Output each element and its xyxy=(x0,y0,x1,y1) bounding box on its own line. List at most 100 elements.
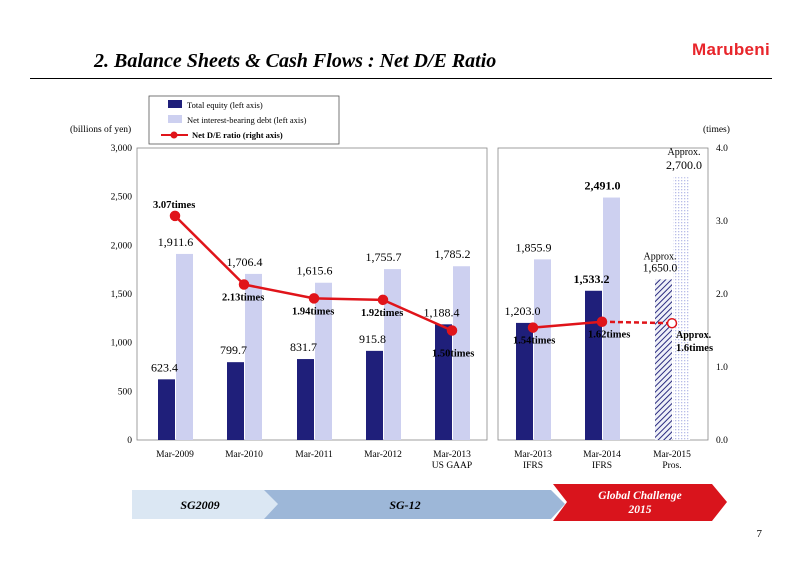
title-underline xyxy=(30,78,772,79)
right-tick-label: 3.0 xyxy=(716,217,728,227)
ratio-line-segment xyxy=(601,320,673,325)
page-title: 2. Balance Sheets & Cash Flows : Net D/E… xyxy=(94,50,497,72)
legend-swatch-ratio-marker xyxy=(170,131,178,139)
debt-bar xyxy=(673,177,690,440)
ratio-data-label: 1.50times xyxy=(432,349,474,360)
left-tick-label: 1,500 xyxy=(111,290,133,300)
debt-bar xyxy=(603,197,620,440)
right-tick-label: 2.0 xyxy=(716,290,728,300)
legend-label-ratio: Net D/E ratio (right axis) xyxy=(192,130,283,140)
category-label: Mar-2014 xyxy=(583,450,621,460)
left-tick-label: 2,500 xyxy=(111,193,133,203)
page-number: 7 xyxy=(756,528,763,540)
approx-label: Approx. xyxy=(643,251,676,262)
ratio-data-label: 1.54times xyxy=(513,336,555,347)
equity-bar xyxy=(366,350,383,440)
equity-bar xyxy=(227,362,244,440)
equity-data-label: 1,533.2 xyxy=(574,272,610,286)
ratio-data-label: 3.07times xyxy=(153,200,195,211)
ratio-line-segment xyxy=(313,297,384,302)
approx-label: Approx. xyxy=(667,147,700,158)
ratio-point xyxy=(446,325,458,336)
banner-label-global-challenge: Global Challenge 2015 xyxy=(598,490,681,516)
equity-data-label: 1,188.4 xyxy=(424,305,460,319)
banner-segment-sg2009 xyxy=(132,490,282,519)
equity-bar xyxy=(297,359,314,440)
left-tick-label: 3,000 xyxy=(111,144,133,154)
debt-bar xyxy=(245,273,262,440)
left-tick-label: 2,000 xyxy=(111,241,133,251)
debt-data-label: 2,700.0 xyxy=(666,158,702,172)
debt-data-label: 1,615.6 xyxy=(297,264,333,278)
category-label: IFRS xyxy=(523,461,543,471)
category-label: Mar-2009 xyxy=(156,450,194,460)
banner-label-sg12: SG-12 xyxy=(389,498,420,512)
ratio-data-label: 1.62times xyxy=(588,330,630,341)
equity-bar xyxy=(655,279,672,440)
right-tick-label: 4.0 xyxy=(716,144,728,154)
approx-label: Approx. xyxy=(676,330,712,341)
company-logo: Marubeni xyxy=(692,40,770,59)
category-label: Mar-2013 xyxy=(514,450,552,460)
debt-data-label: 1,785.2 xyxy=(435,247,471,261)
debt-data-label: 1,855.9 xyxy=(516,240,552,254)
right-tick-label: 1.0 xyxy=(716,363,728,373)
category-label: Mar-2012 xyxy=(364,450,402,460)
debt-bar xyxy=(453,266,470,440)
equity-data-label: 1,203.0 xyxy=(505,304,541,318)
equity-bar xyxy=(158,379,175,440)
ratio-point xyxy=(666,317,678,329)
category-label: Mar-2010 xyxy=(225,450,263,460)
ratio-line-segment xyxy=(532,320,603,329)
debt-bar xyxy=(534,259,551,440)
category-label: Mar-2015 xyxy=(653,450,691,460)
category-label: US GAAP xyxy=(432,461,472,471)
category-label: IFRS xyxy=(592,461,612,471)
equity-bar xyxy=(585,290,602,440)
category-label: Mar-2011 xyxy=(295,450,333,460)
legend-label-debt: Net interest-bearing debt (left axis) xyxy=(187,115,307,125)
ratio-line-segment xyxy=(382,298,453,332)
ratio-point xyxy=(308,293,320,304)
equity-data-label: 623.4 xyxy=(151,360,178,374)
debt-data-label: 1,706.4 xyxy=(227,255,263,269)
ratio-data-label: 1.92times xyxy=(361,308,403,319)
ratio-point xyxy=(238,279,250,290)
debt-data-label: 1,755.7 xyxy=(366,250,402,264)
legend-label-equity: Total equity (left axis) xyxy=(187,100,263,110)
ratio-data-label: 1.94times xyxy=(292,306,334,317)
equity-data-label: 799.7 xyxy=(220,343,247,357)
debt-bar xyxy=(384,269,401,440)
category-label: Pros. xyxy=(662,461,681,471)
equity-bar xyxy=(435,324,452,440)
strategy-banner: SG2009 SG-12 Global Challenge 2015 xyxy=(132,484,727,521)
legend-swatch-debt xyxy=(168,115,182,123)
left-axis-unit: (billions of yen) xyxy=(70,124,131,135)
right-axis-unit: (times) xyxy=(703,124,730,135)
ratio-line-segment xyxy=(174,215,245,286)
ratio-point xyxy=(596,316,608,327)
legend: Total equity (left axis) Net interest-be… xyxy=(148,95,340,145)
ratio-data-label: 1.6times xyxy=(676,343,713,354)
left-tick-label: 500 xyxy=(118,387,133,397)
debt-bar xyxy=(176,253,193,440)
ratio-point xyxy=(527,322,539,333)
ratio-line-segment xyxy=(243,283,315,300)
ratio-point xyxy=(169,210,181,222)
ratio-point xyxy=(377,294,389,306)
banner-segment-global-challenge xyxy=(553,484,727,521)
equity-bar xyxy=(516,322,533,440)
ratio-data-label: 2.13times xyxy=(222,293,264,304)
debt-data-label: 1,911.6 xyxy=(158,235,194,249)
legend-swatch-equity xyxy=(168,100,182,108)
debt-bar xyxy=(315,282,332,440)
left-tick-label: 0 xyxy=(127,436,132,446)
equity-data-label: 1,650.0 xyxy=(643,262,678,274)
category-label: Mar-2013 xyxy=(433,450,471,460)
banner-label-sg2009: SG2009 xyxy=(180,498,219,512)
banner-segment-sg12 xyxy=(264,490,565,519)
equity-data-label: 831.7 xyxy=(290,340,317,354)
left-tick-label: 1,000 xyxy=(111,339,133,349)
debt-data-label: 2,491.0 xyxy=(585,179,621,193)
